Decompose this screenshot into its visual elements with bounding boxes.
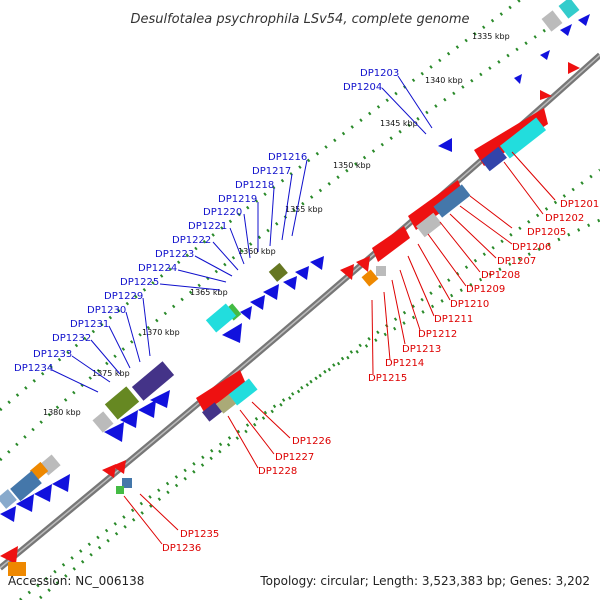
gene-label: DP1216	[268, 152, 307, 163]
gene-label: DP1225	[120, 277, 159, 288]
gene-label: DP1206	[512, 242, 551, 253]
gene-label: DP1233	[33, 349, 72, 360]
gene-label: DP1227	[275, 452, 314, 463]
scale-label: 1380 kbp	[43, 408, 81, 417]
gene-label: DP1210	[450, 299, 489, 310]
reverse-gene-labels: DP1201 DP1202 DP1205 DP1206 DP1207 DP120…	[162, 199, 599, 554]
gene-label: DP1219	[218, 194, 257, 205]
forward-gene-features	[0, 0, 590, 522]
forward-gene-labels: DP1203 DP1204 DP1216 DP1217 DP1218 DP121…	[14, 68, 399, 374]
reverse-leader-lines	[123, 151, 556, 545]
scale-label: 1355 kbp	[285, 205, 323, 214]
gene-label: DP1226	[292, 436, 331, 447]
gene-label: DP1212	[418, 329, 457, 340]
gene-label: DP1208	[481, 270, 520, 281]
gene-label: DP1217	[252, 166, 291, 177]
gene-label: DP1228	[258, 466, 297, 477]
gene-label: DP1214	[385, 358, 424, 369]
scale-label: 1365 kbp	[190, 288, 228, 297]
gene-label: DP1236	[162, 543, 201, 554]
scale-labels: 1335 kbp 1340 kbp 1345 kbp 1350 kbp 1355…	[43, 32, 510, 417]
gene-label: DP1229	[104, 291, 143, 302]
scale-label: 1370 kbp	[142, 328, 180, 337]
gene-label: DP1202	[545, 213, 584, 224]
gene-label: DP1211	[434, 314, 473, 325]
gene-label: DP1205	[527, 227, 566, 238]
genome-summary: Topology: circular; Length: 3,523,383 bp…	[260, 574, 590, 588]
gene-label: DP1201	[560, 199, 599, 210]
gene-label: DP1223	[155, 249, 194, 260]
scale-label: 1360 kbp	[238, 247, 276, 256]
gene-label: DP1234	[14, 363, 53, 374]
gene-label: DP1218	[235, 180, 274, 191]
scale-label: 1350 kbp	[333, 161, 371, 170]
reverse-gene-features	[0, 62, 580, 576]
gene-label: DP1209	[466, 284, 505, 295]
gene-label: DP1230	[87, 305, 126, 316]
gene-label: DP1232	[52, 333, 91, 344]
gene-label: DP1235	[180, 529, 219, 540]
gene-label: DP1203	[360, 68, 399, 79]
gene-label: DP1213	[402, 344, 441, 355]
gene-label: DP1204	[343, 82, 382, 93]
gene-label: DP1215	[368, 373, 407, 384]
scale-label: 1375 kbp	[92, 369, 130, 378]
gene-label: DP1224	[138, 263, 177, 274]
gene-label: DP1231	[70, 319, 109, 330]
scale-label: 1345 kbp	[380, 119, 418, 128]
gene-label: DP1222	[172, 235, 211, 246]
scale-label: 1335 kbp	[472, 32, 510, 41]
map-title: Desulfotalea psychrophila LSv54, complet…	[130, 12, 469, 27]
gene-label: DP1220	[203, 207, 242, 218]
gene-label: DP1221	[188, 221, 227, 232]
gene-label: DP1207	[497, 256, 536, 267]
accession-label: Accession: NC_006138	[8, 574, 145, 588]
forward-leader-lines	[51, 75, 433, 393]
scale-label: 1340 kbp	[425, 76, 463, 85]
